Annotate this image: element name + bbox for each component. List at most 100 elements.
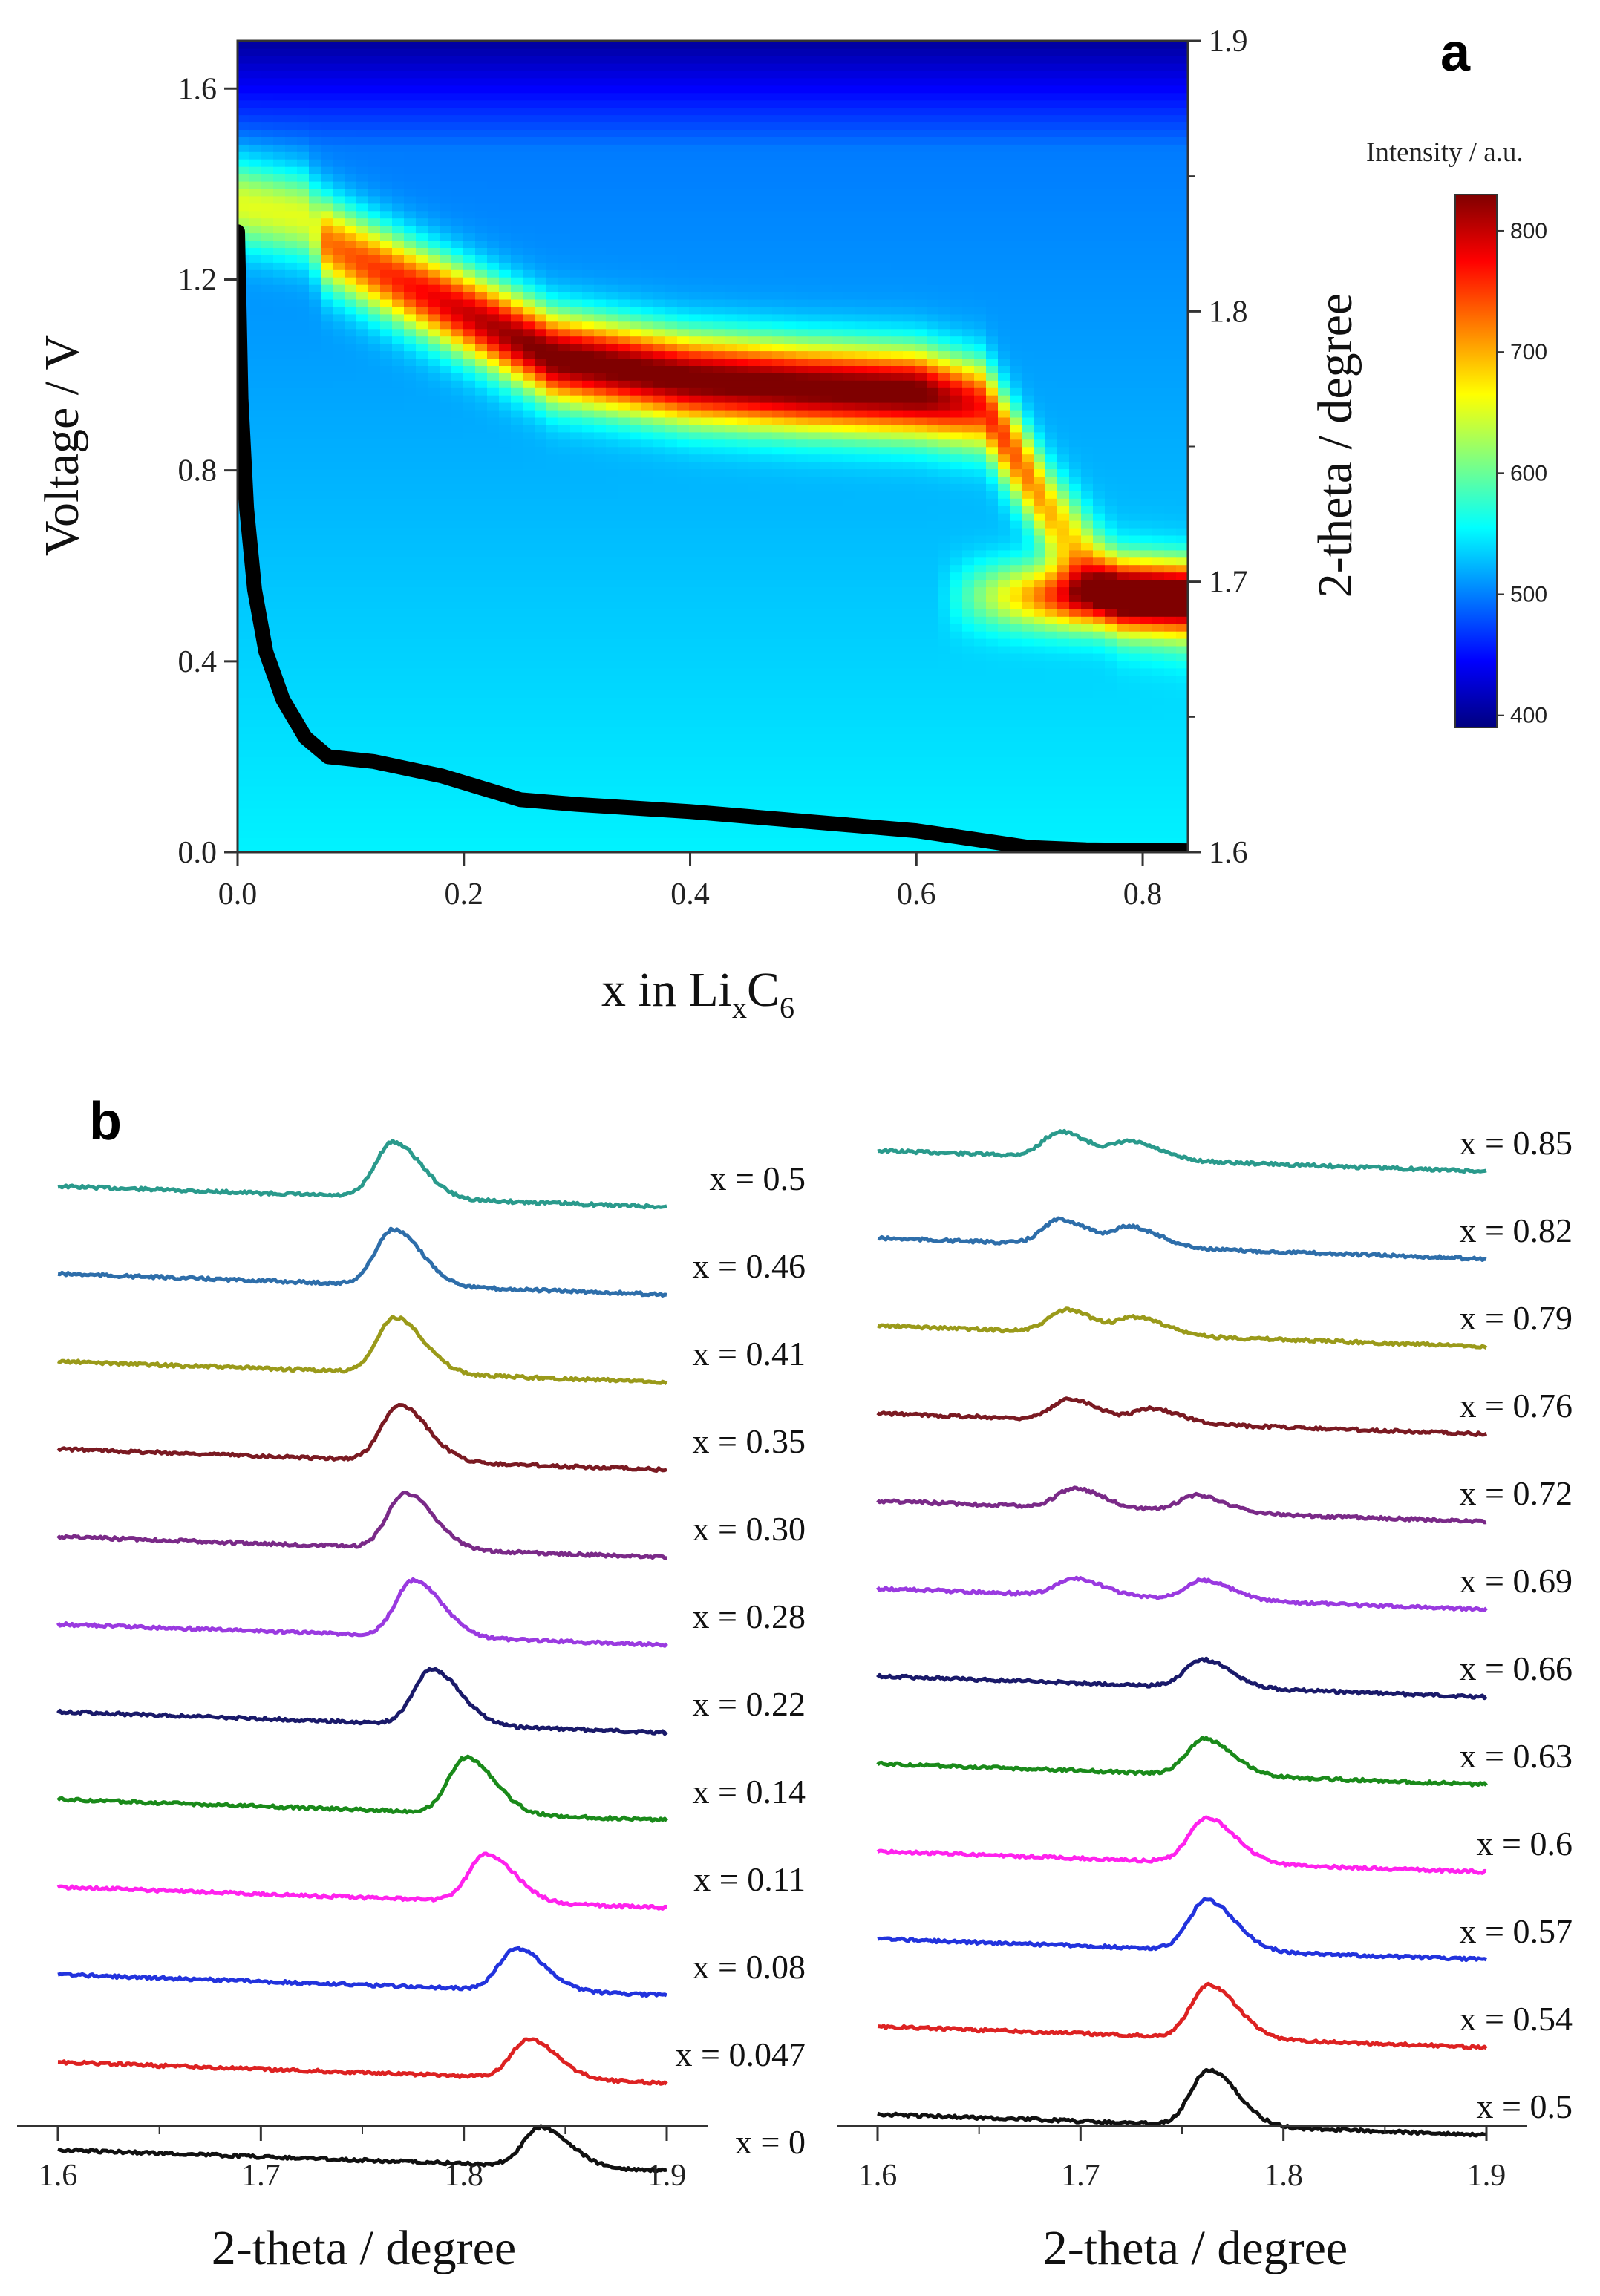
heatmap-cell <box>404 210 417 219</box>
heatmap-cell <box>249 800 262 809</box>
heatmap-cell <box>535 682 547 691</box>
heatmap-cell <box>606 512 618 521</box>
heatmap-cell <box>713 159 725 167</box>
heatmap-cell <box>535 491 547 499</box>
heatmap-cell <box>653 645 666 654</box>
heatmap-cell <box>677 114 690 123</box>
heatmap-cell <box>297 845 310 852</box>
heatmap-cell <box>261 815 274 823</box>
heatmap-cell <box>333 48 345 56</box>
heatmap-cell <box>380 373 393 381</box>
heatmap-cell <box>606 638 618 647</box>
heatmap-cell <box>570 778 583 787</box>
heatmap-cell <box>535 240 547 248</box>
heatmap-cell <box>523 660 535 669</box>
heatmap-cell <box>535 778 547 787</box>
heatmap-cell <box>653 461 666 470</box>
heatmap-cell <box>546 313 559 322</box>
heatmap-cell <box>392 704 405 713</box>
heatmap-cell <box>582 609 595 617</box>
heatmap-cell <box>630 232 642 241</box>
heatmap-cell <box>345 387 357 396</box>
heatmap-cell <box>321 660 333 669</box>
heatmap-cell <box>737 542 749 551</box>
heatmap-cell <box>594 166 607 174</box>
heatmap-cell <box>333 594 345 602</box>
heatmap-cell <box>737 675 749 684</box>
heatmap-cell <box>523 240 535 248</box>
heatmap-cell <box>475 218 488 226</box>
heatmap-cell <box>618 491 630 499</box>
heatmap-cell <box>321 520 333 529</box>
heatmap-cell <box>760 62 773 71</box>
heatmap-cell <box>523 291 535 300</box>
heatmap-cell <box>760 55 773 64</box>
heatmap-cell <box>748 277 761 285</box>
heatmap-cell <box>748 785 761 794</box>
heatmap-cell <box>345 742 357 750</box>
heatmap-cell <box>392 498 405 506</box>
heatmap-cell <box>368 387 381 396</box>
heatmap-cell <box>677 269 690 278</box>
heatmap-cell <box>238 85 250 94</box>
heatmap-cell <box>748 144 761 152</box>
heatmap-cell <box>641 99 654 108</box>
heatmap-cell <box>701 771 714 779</box>
heatmap-cell <box>641 734 654 742</box>
heatmap-cell <box>416 92 428 101</box>
heatmap-cell <box>618 461 630 470</box>
heatmap-cell <box>665 557 678 566</box>
heatmap-cell <box>499 284 512 292</box>
heatmap-cell <box>653 564 666 573</box>
heatmap-cell <box>238 771 250 779</box>
heatmap-cell <box>345 416 357 425</box>
heatmap-cell <box>558 557 571 566</box>
heatmap-cell <box>689 277 702 285</box>
heatmap-cell <box>380 512 393 521</box>
heatmap-cell <box>748 409 761 418</box>
heatmap-cell <box>261 70 274 79</box>
heatmap-cell <box>380 203 393 212</box>
heatmap-cell <box>238 166 250 174</box>
heatmap-cell <box>380 55 393 64</box>
heatmap-cell <box>689 416 702 425</box>
heatmap-cell <box>440 225 452 234</box>
heatmap-cell <box>345 159 357 167</box>
heatmap-cell <box>582 793 595 802</box>
heatmap-cell <box>368 704 381 713</box>
heatmap-cell <box>428 232 440 241</box>
heatmap-cell <box>321 380 333 388</box>
heatmap-cell <box>345 262 357 270</box>
heatmap-cell <box>368 129 381 137</box>
heatmap-cell <box>689 682 702 691</box>
heatmap-cell <box>309 601 321 609</box>
heatmap-cell <box>594 114 607 123</box>
heatmap-cell <box>273 778 286 787</box>
heatmap-cell <box>499 667 512 676</box>
heatmap-cell <box>321 151 333 160</box>
heatmap-cell <box>689 579 702 588</box>
heatmap-cell <box>404 616 417 624</box>
heatmap-cell <box>618 166 630 174</box>
heatmap-cell <box>665 203 678 212</box>
heatmap-cell <box>356 446 369 455</box>
heatmap-cell <box>404 114 417 123</box>
heatmap-cell <box>238 55 250 64</box>
heatmap-cell <box>380 822 393 831</box>
heatmap-cell <box>416 350 428 359</box>
heatmap-cell <box>772 712 785 720</box>
heatmap-cell <box>606 815 618 823</box>
heatmap-cell <box>463 255 476 263</box>
heatmap-cell <box>570 195 583 204</box>
heatmap-cell <box>440 468 452 477</box>
heatmap-cell <box>321 653 333 661</box>
heatmap-cell <box>428 291 440 300</box>
heatmap-cell <box>570 719 583 727</box>
heatmap-cell <box>594 785 607 794</box>
heatmap-cell <box>309 107 321 116</box>
heatmap-cell <box>321 122 333 130</box>
heatmap-cell <box>273 763 286 772</box>
heatmap-cell <box>606 122 618 130</box>
heatmap-cell <box>368 277 381 285</box>
heatmap-cell <box>273 328 286 337</box>
